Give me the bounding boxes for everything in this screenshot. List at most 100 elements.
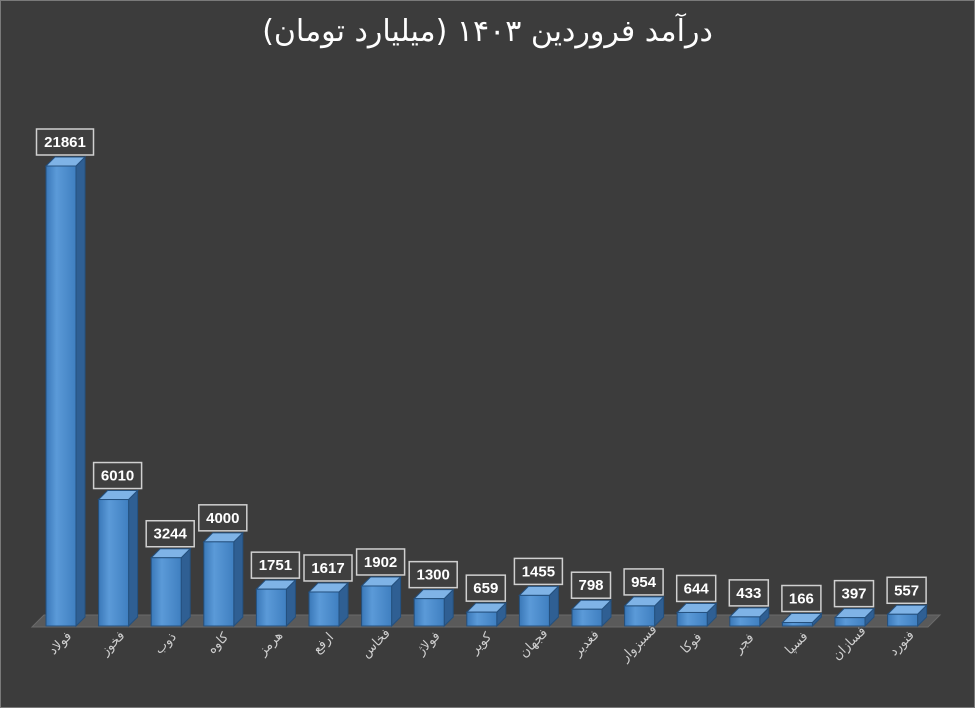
bar-side [128,489,139,628]
data-label: 166 [781,584,822,613]
data-label-text: 1902 [364,554,397,571]
bar [465,601,508,628]
data-label-text: 798 [578,577,603,594]
data-label: 3244 [145,519,195,548]
data-label: 644 [675,574,717,603]
x-tick-label: کویر [467,629,496,658]
data-label: 4000 [198,504,248,532]
data-label-text: 954 [631,574,657,591]
bar [149,547,192,628]
data-label-box [675,574,717,603]
x-tick-label: فوکا [678,630,705,657]
x-tick-label: فسپا [783,629,812,658]
data-label-text: 1751 [259,557,292,574]
data-label: 557 [886,576,927,605]
data-label-box [513,557,564,586]
data-label: 659 [465,574,507,602]
x-tick-label: فجر [731,631,758,658]
data-label-box [833,579,875,608]
data-label: 1300 [408,560,458,589]
data-label: 6010 [92,461,143,490]
data-label-box [303,554,353,582]
x-tick-label: هرمز [255,628,286,659]
data-label-text: 3244 [154,526,188,543]
data-label: 954 [623,568,664,596]
data-label-box [623,568,664,596]
data-label-box [408,560,458,589]
data-label: 21861 [35,128,95,156]
data-label-text: 1455 [522,563,555,580]
data-label: 1751 [250,551,301,579]
data-label-text: 433 [736,585,761,602]
x-tick-label: ذوب [152,629,180,657]
data-label-box [250,551,301,579]
bar-front [361,585,393,627]
bar-front [150,557,182,627]
bar [202,531,245,628]
bar [623,595,665,628]
data-label-box [465,574,507,602]
data-label-text: 659 [473,580,498,597]
data-label-text: 397 [841,586,866,603]
bar-front [518,594,550,627]
data-label: 1455 [513,557,564,586]
bar [44,155,87,628]
x-tick-label: کاوه [205,629,233,657]
bar [412,588,455,628]
x-tick-label: فسازان [830,624,870,664]
bar-front [413,598,445,627]
data-label-text: 557 [894,582,919,599]
bar [307,581,350,628]
x-tick-label: فنورد [887,628,918,659]
bar-side [233,531,244,628]
x-tick-label: فجهان [517,626,552,661]
data-label-box [35,128,95,156]
bar-front [624,605,656,627]
data-label-text: 644 [684,580,710,597]
bar [833,607,876,628]
bar-front [887,613,919,627]
x-tick-label: فولاژ [413,629,443,659]
x-tick-label: فخاس [359,626,394,661]
data-label: 1617 [303,554,353,582]
x-tick-label: فغدیر [570,628,603,661]
x-tick-label: ارفع [310,630,337,657]
data-label-box [781,584,822,613]
bar [255,578,297,628]
chart-title: درآمد فروردین ۱۴۰۳ (میلیارد تومان) [262,14,713,49]
bar-front [255,588,287,627]
data-label-box [886,576,927,605]
data-label-box [728,579,770,607]
data-label-box [198,504,248,532]
bar [518,585,560,628]
bar-side [75,155,86,628]
data-label-text: 21861 [44,134,86,151]
bar [97,489,139,628]
data-label-box [355,548,406,576]
bar [886,604,928,628]
x-tick-label: فخوز [97,628,128,659]
bar-front [571,608,603,627]
x-tick-label: فولاد [46,629,75,658]
data-label: 397 [833,579,875,608]
data-label-text: 1300 [417,567,450,584]
data-label-text: 166 [789,591,814,608]
bar-front [203,541,235,627]
bar-front [45,165,77,627]
bar-front [834,617,866,627]
bar [360,575,402,628]
bar [675,602,718,628]
bar [728,606,771,628]
bar-front [308,591,340,627]
bar-front [729,616,761,627]
data-label-box [570,571,612,599]
bar-front [98,499,130,627]
bar-front [676,611,708,627]
data-label: 433 [728,579,770,607]
data-label-box [145,519,195,548]
data-label: 798 [570,571,612,599]
bar-side [180,547,191,628]
data-label-text: 1617 [311,560,344,577]
data-label-text: 6010 [101,468,134,485]
